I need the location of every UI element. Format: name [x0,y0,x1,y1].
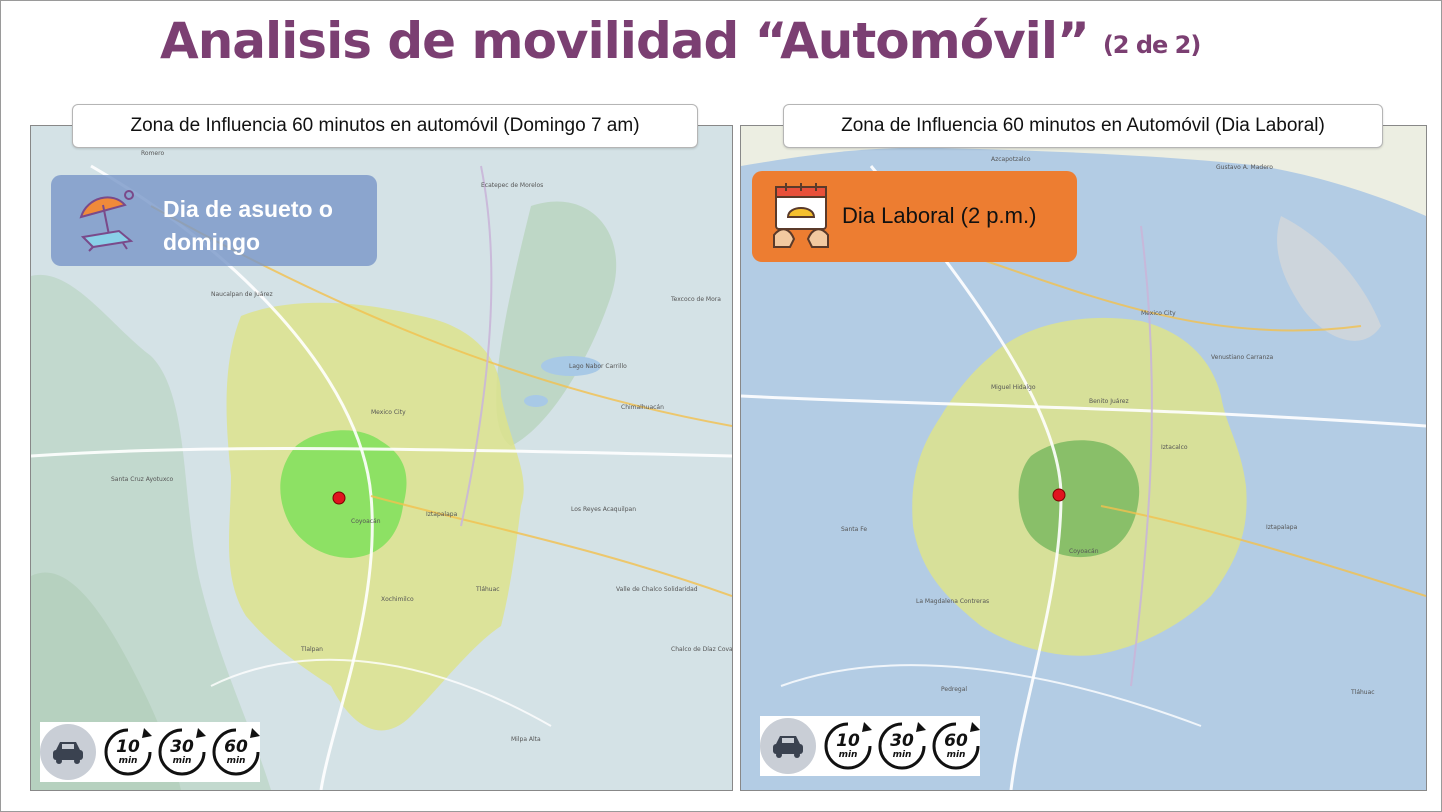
timer-60-unit: min [946,750,966,760]
timer-10-unit: min [838,750,858,760]
place-label: Santa Cruz Ayotuxco [111,476,174,483]
place-label: Chalco de Díaz Covarrubias [671,646,733,653]
left-map-caption: Zona de Influencia 60 minutos en automóv… [72,104,698,148]
place-label: Gustavo A. Madero [1216,164,1273,171]
timer-30-value: 30 [170,737,194,757]
place-label: Lago Nabor Carrillo [569,363,627,370]
timer-60-value: 60 [944,731,968,751]
timer-60-icon: 60 min [928,718,984,774]
place-label: Mexico City [371,409,406,416]
workday-badge-label: Dia Laboral (2 p.m.) [842,203,1037,228]
workday-badge: Dia Laboral (2 p.m.) [752,171,1077,262]
title-main: Analisis de movilidad “Automóvil” [160,12,1090,70]
place-label: Venustiano Carranza [1211,354,1274,361]
place-label: Naucalpan de Juárez [211,291,273,298]
place-label: Romero [141,150,165,157]
place-label: Coyoacán [1069,548,1099,555]
place-label: La Magdalena Contreras [916,598,990,605]
timer-60-icon: 60 min [208,724,264,780]
place-label: Coyoacán [351,518,381,525]
timer-60-unit: min [226,756,246,766]
place-label: Tláhuac [1351,689,1375,696]
timer-30-value: 30 [890,731,914,751]
place-label: Tlalpan [301,646,323,653]
sunday-badge-line1: Dia de asueto o [163,196,333,222]
place-label: Iztapalapa [1266,524,1298,531]
timer-10-icon: 10 min [820,718,876,774]
timer-30-unit: min [172,756,192,766]
place-label: Miguel Hidalgo [991,384,1036,391]
legend-left: 10 min 30 min 60 min [40,722,260,782]
place-label: Iztacalco [1161,444,1188,451]
title-subtitle: (2 de 2) [1102,30,1202,59]
place-label: Texcoco de Mora [671,296,721,303]
page-title: Analisis de movilidad “Automóvil” (2 de 2… [160,12,1202,70]
place-label: Mexico City [1141,310,1176,317]
timer-30-icon: 30 min [874,718,930,774]
car-icon [40,724,96,780]
place-label: Benito Juárez [1089,398,1129,405]
timer-10-value: 10 [836,731,860,751]
place-label: Pedregal [941,686,968,693]
place-label: Valle de Chalco Solidaridad [616,586,698,593]
place-label: Azcapotzalco [991,156,1031,163]
car-icon [760,718,816,774]
map-right-workday[interactable]: Azcapotzalco Gustavo A. Madero Mexico Ci… [740,125,1427,791]
timer-10-unit: min [118,756,138,766]
timer-60-value: 60 [224,737,248,757]
place-label: Ecatepec de Morelos [481,182,544,189]
right-map-caption: Zona de Influencia 60 minutos en Automóv… [783,104,1383,148]
beach-umbrella-icon [73,187,143,259]
place-label: Milpa Alta [511,736,541,743]
sunday-badge-line2: domingo [163,229,261,255]
sunday-badge: Dia de asueto o domingo [51,175,377,266]
construction-worker-calendar-icon [770,181,832,255]
place-label: Chimalhuacán [621,404,664,411]
place-label: Xochimilco [381,596,414,603]
timer-30-icon: 30 min [154,724,210,780]
place-label: Tláhuac [476,586,500,593]
timer-10-icon: 10 min [100,724,156,780]
place-label: Santa Fe [841,526,868,533]
legend-right: 10 min 30 min 60 min [760,716,980,776]
timer-30-unit: min [892,750,912,760]
timer-10-value: 10 [116,737,140,757]
place-label: Iztapalapa [426,511,458,518]
place-label: Los Reyes Acaquilpan [571,506,637,513]
